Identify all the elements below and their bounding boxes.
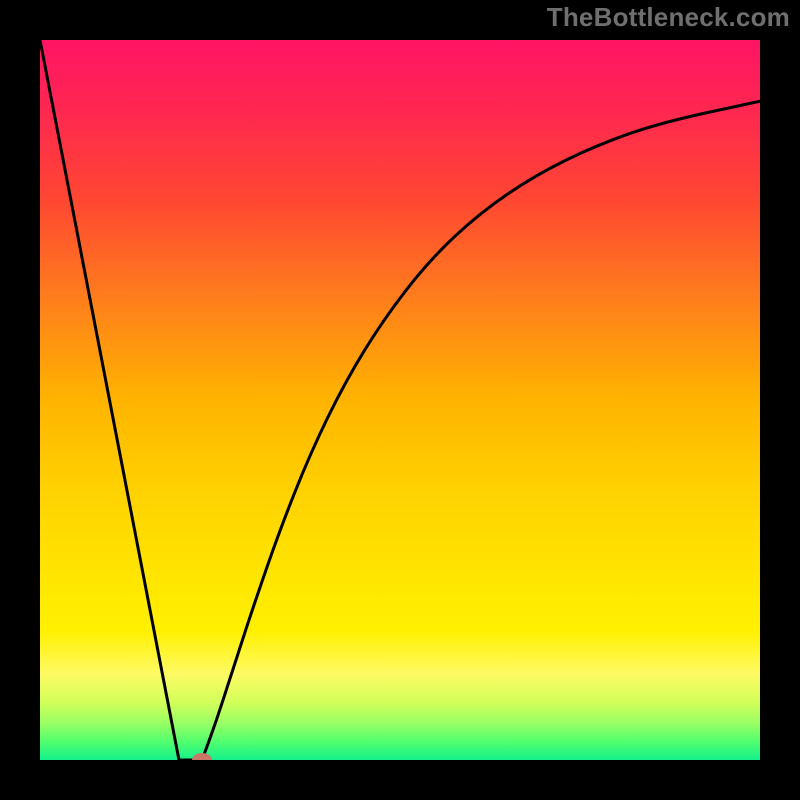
bottleneck-curve <box>40 40 760 760</box>
watermark-text: TheBottleneck.com <box>547 2 790 33</box>
chart-plot-area <box>40 40 760 760</box>
minimum-marker <box>192 753 212 760</box>
chart-frame: TheBottleneck.com <box>0 0 800 800</box>
